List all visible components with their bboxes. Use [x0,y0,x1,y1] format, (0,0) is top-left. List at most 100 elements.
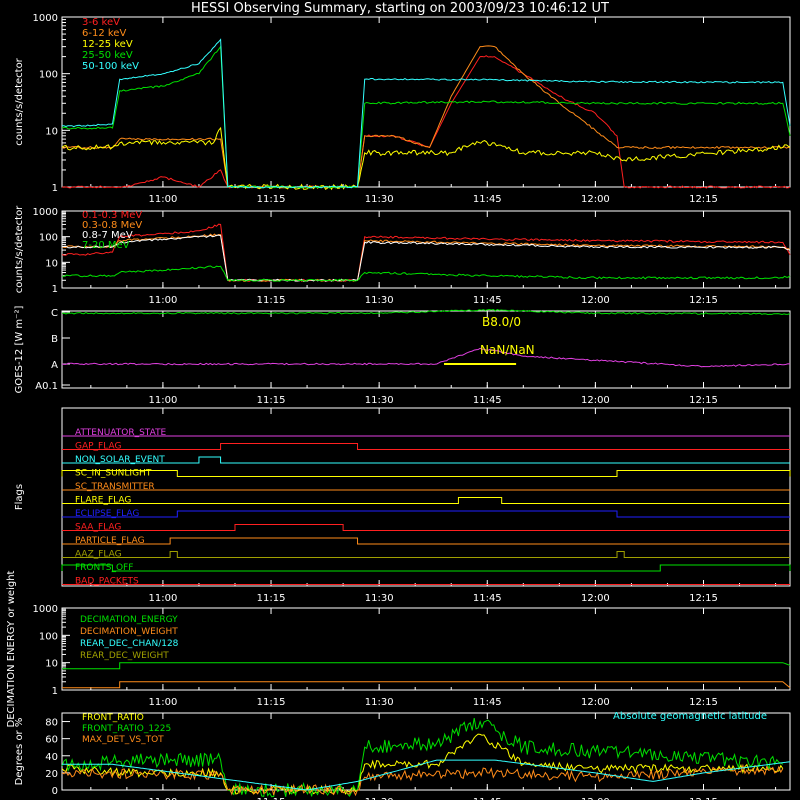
x-tick-label: 11:00 [148,593,177,604]
goes-annotation: NaN/NaN [480,343,535,357]
x-tick-label: 11:45 [473,797,502,800]
x-tick-label: 11:30 [365,593,394,604]
goes-long-channel-line [61,308,791,316]
flag-line-eclipse-flag [62,510,790,518]
goes-annotation: B8.0/0 [482,315,521,329]
y-tick-label: A [51,360,58,371]
y-tick-label: 1000 [33,207,58,218]
flag-line-saa-flag [62,524,790,531]
panel-5: 11:00 11:15 11:30 11:45 12:00 12:15 DECIMATION… [6,570,791,727]
y-tick-label: A0.1 [35,381,58,392]
y-tick-label: 10 [45,258,58,269]
panel-frame [61,407,791,587]
y-tick-label: 20 [45,769,58,780]
y-tick-label: 100 [39,70,58,81]
x-tick-label: 11:00 [148,295,177,306]
series-line-MAX-DET-VS-TOT [61,763,784,797]
y-axis-label: DECIMATION ENERGY or weight [6,570,17,727]
y-tick-label: C [51,308,58,319]
legend-entry: REAR_DEC_WEIGHT [80,651,169,661]
x-tick-label: 11:45 [473,593,502,604]
x-tick-label: 12:15 [689,194,718,205]
x-tick-label: 12:15 [689,295,718,306]
flag-label: NON_SOLAR_EVENT [75,455,165,465]
y-tick-label: 80 [45,718,58,729]
legend-entry: DECIMATION_ENERGY [80,615,178,625]
flag-label: BAD_PACKETS [75,577,139,587]
legend-entry: FRONT_RATIO [82,713,144,723]
x-tick-label: 11:45 [473,697,502,708]
x-tick-label: 11:00 [148,797,177,800]
x-tick-label: 11:00 [148,194,177,205]
legend-entry: REAR_DEC_CHAN/128 [80,639,179,649]
legend-entry: FRONT_RATIO_1225 [82,724,171,734]
plot-title: HESSI Observing Summary, starting on 200… [191,1,609,16]
legend-entry: 6-12 keV [82,28,126,39]
series-line-50-100-keV [62,38,791,189]
series-line-7-20-MeV [61,265,791,282]
x-tick-label: 12:15 [689,697,718,708]
flag-label: FRONTS_OFF [75,563,133,573]
legend-entry-geomagnetic: Absolute geomagnetic latitude [613,711,767,722]
panel-4: 11:00 11:15 11:30 11:45 12:00 12:15 Flags ATTEN… [14,407,791,604]
legend-entry: DECIMATION_WEIGHT [80,627,178,637]
flag-label: SC_IN_SUNLIGHT [75,469,152,479]
goes-short-channel-line [61,347,791,368]
x-tick-label: 11:45 [473,194,502,205]
panel-2: 11:00 11:15 11:30 11:45 12:00 12:15 counts/s/d… [14,205,791,306]
x-tick-label: 12:15 [689,593,718,604]
x-tick-label: 11:15 [257,593,286,604]
x-tick-label: 11:45 [473,295,502,306]
legend-entry: 0.1-0.3 MeV [82,210,142,221]
legend-entry: 3-6 keV [82,17,120,28]
y-tick-label: 1 [52,183,58,194]
series-line-0.8-7-MeV [61,234,791,282]
x-tick-label: 11:45 [473,395,502,406]
panel-frame [61,310,791,389]
y-axis-label: Flags [14,484,25,510]
flag-line-non-solar-event [62,456,790,464]
x-tick-label: 11:30 [365,797,394,800]
x-tick-label: 12:00 [581,593,610,604]
x-tick-label: 11:30 [365,697,394,708]
x-tick-label: 11:15 [257,194,286,205]
series-line-FRONT-RATIO-1225 [61,718,784,798]
x-tick-label: 11:15 [257,295,286,306]
flag-label: SC_TRANSMITTER [75,482,155,492]
y-tick-label: 1 [52,686,58,697]
y-tick-label: 100 [39,631,58,642]
x-tick-label: 11:15 [257,797,286,800]
y-tick-label: 10 [45,126,58,137]
legend-entry: 0.3-0.8 MeV [82,220,142,231]
x-tick-label: 12:00 [581,395,610,406]
series-line-6-12-keV [61,45,791,189]
legend-entry: 12-25 keV [82,39,133,50]
series-line-12-25-keV [61,126,791,191]
y-tick-label: 0 [52,786,58,797]
panel-6: 11:00 11:15 11:30 11:45 12:00 12:15 Degrees or… [14,711,791,800]
flag-label: ECLIPSE_FLAG [75,509,139,519]
legend-entry: 7-20 MeV [82,240,130,251]
y-axis-label: Degrees or % [14,718,25,786]
panel-frame [61,712,791,791]
panel-3: 11:00 11:15 11:30 11:45 12:00 12:15 GOES-12 [W… [14,306,791,406]
flag-label: SAA_FLAG [75,523,121,533]
panel-1: 11:00 11:15 11:30 11:45 12:00 12:15 counts/s/d… [14,13,791,205]
x-tick-label: 12:00 [581,797,610,800]
flag-label: ATTENUATOR_STATE [75,428,167,438]
flag-line-gap-flag [62,443,790,450]
panel-frame [61,607,791,691]
panel-frame [61,16,791,188]
x-tick-label: 12:15 [689,797,718,800]
flag-line-flare-flag [62,497,790,504]
series-line-0.1-0.3-MeV [61,223,791,282]
x-tick-label: 12:00 [581,194,610,205]
flag-label: PARTICLE_FLAG [75,536,145,546]
y-tick-label: 40 [45,752,58,763]
flag-line-fronts-off [61,564,791,572]
legend-entry: MAX_DET_VS_TOT [82,735,164,745]
y-tick-label: 10 [45,659,58,670]
y-tick-label: 1 [52,284,58,295]
x-tick-label: 11:00 [148,697,177,708]
